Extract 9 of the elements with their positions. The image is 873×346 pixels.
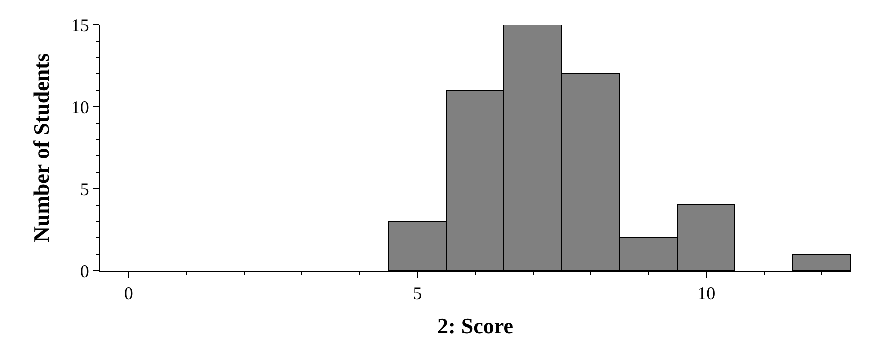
y-tick-label: 0 bbox=[80, 261, 90, 282]
y-tick-label: 5 bbox=[80, 179, 90, 200]
y-tick-label: 10 bbox=[71, 97, 90, 118]
y-axis-title: Number of Students bbox=[29, 53, 54, 243]
x-tick-label: 0 bbox=[124, 284, 134, 304]
x-tick-label: 5 bbox=[413, 284, 422, 304]
x-axis-title: 2: Score bbox=[438, 314, 514, 338]
y-tick-label: 15 bbox=[71, 15, 90, 36]
x-tick-label: 10 bbox=[698, 284, 716, 304]
